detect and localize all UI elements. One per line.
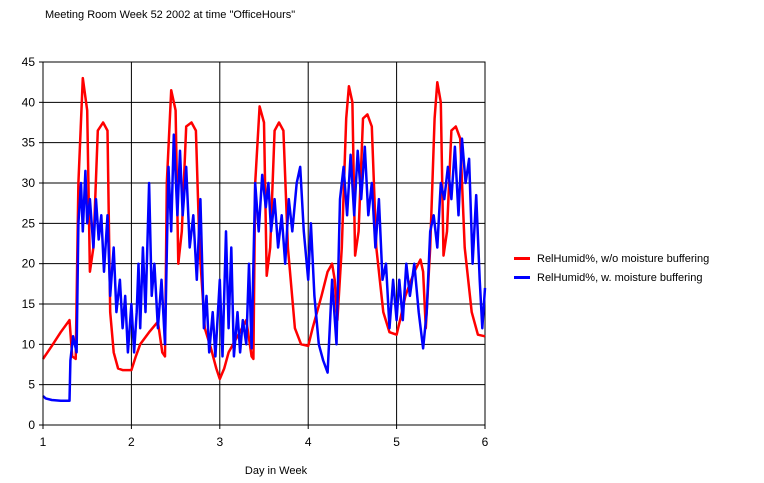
legend-label-with-buffering: RelHumid%, w. moisture buffering bbox=[537, 271, 703, 284]
legend: RelHumid%, w/o moisture buffering RelHum… bbox=[514, 249, 709, 287]
series-line-with-buffering bbox=[42, 133, 487, 403]
x-tick-label: 6 bbox=[482, 435, 489, 449]
chart-title: Meeting Room Week 52 2002 at time "Offic… bbox=[45, 9, 296, 21]
y-tick-label: 20 bbox=[22, 257, 36, 271]
x-tick-label: 4 bbox=[305, 435, 312, 449]
legend-swatch-red bbox=[514, 257, 530, 260]
y-tick-label: 30 bbox=[22, 176, 36, 190]
legend-item-with-buffering: RelHumid%, w. moisture buffering bbox=[514, 268, 709, 287]
x-tick-label: 5 bbox=[393, 435, 400, 449]
legend-item-without-buffering: RelHumid%, w/o moisture buffering bbox=[514, 249, 709, 268]
y-tick-label: 0 bbox=[28, 418, 35, 432]
x-tick-label: 1 bbox=[40, 435, 47, 449]
y-tick-label: 25 bbox=[22, 216, 36, 230]
y-tick-label: 40 bbox=[22, 95, 36, 109]
x-tick-label: 3 bbox=[216, 435, 223, 449]
y-tick-label: 10 bbox=[22, 337, 36, 351]
y-tick-label: 15 bbox=[22, 297, 36, 311]
y-tick-label: 45 bbox=[22, 55, 36, 69]
legend-swatch-blue bbox=[514, 276, 530, 279]
x-axis-title: Day in Week bbox=[244, 465, 308, 477]
x-tick-label: 2 bbox=[128, 435, 135, 449]
series-layer bbox=[41, 76, 487, 403]
y-tick-label: 5 bbox=[28, 378, 35, 392]
y-tick-label: 35 bbox=[22, 136, 36, 150]
legend-label-without-buffering: RelHumid%, w/o moisture buffering bbox=[537, 252, 710, 265]
